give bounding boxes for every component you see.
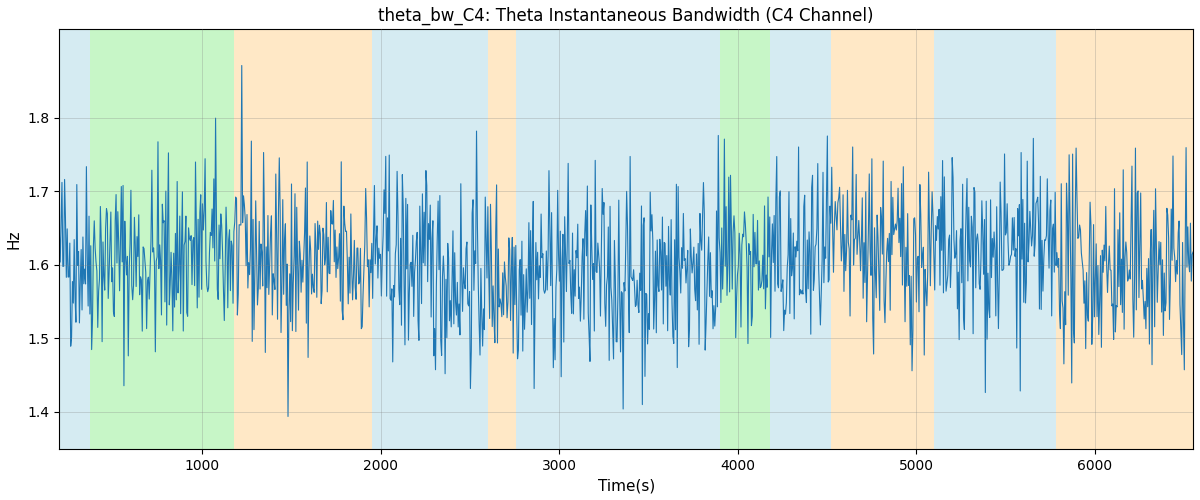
Bar	[372, 30, 488, 449]
Bar	[934, 30, 1056, 449]
Bar	[90, 30, 234, 449]
Bar	[720, 30, 770, 449]
Bar	[234, 30, 372, 449]
Title: theta_bw_C4: Theta Instantaneous Bandwidth (C4 Channel): theta_bw_C4: Theta Instantaneous Bandwid…	[378, 7, 874, 25]
Bar	[516, 30, 709, 449]
Y-axis label: Hz: Hz	[7, 230, 22, 249]
X-axis label: Time(s): Time(s)	[598, 478, 655, 493]
Bar	[59, 30, 90, 449]
Bar	[770, 30, 830, 449]
Bar	[830, 30, 934, 449]
Bar	[1056, 30, 1193, 449]
Bar	[709, 30, 720, 449]
Bar	[488, 30, 516, 449]
